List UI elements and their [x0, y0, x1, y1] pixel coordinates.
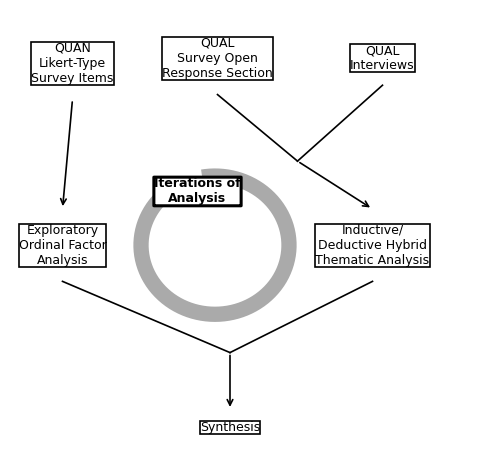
Text: Synthesis: Synthesis [200, 421, 260, 434]
Text: Iterations of
Analysis: Iterations of Analysis [154, 177, 241, 205]
Text: Inductive/
Deductive Hybrid
Thematic Analysis: Inductive/ Deductive Hybrid Thematic Ana… [316, 224, 430, 267]
Text: QUAL
Interviews: QUAL Interviews [350, 44, 415, 72]
Text: QUAL
Survey Open
Response Section: QUAL Survey Open Response Section [162, 37, 273, 80]
Text: Exploratory
Ordinal Factor
Analysis: Exploratory Ordinal Factor Analysis [18, 224, 106, 267]
Text: QUAN
Likert-Type
Survey Items: QUAN Likert-Type Survey Items [32, 42, 114, 85]
